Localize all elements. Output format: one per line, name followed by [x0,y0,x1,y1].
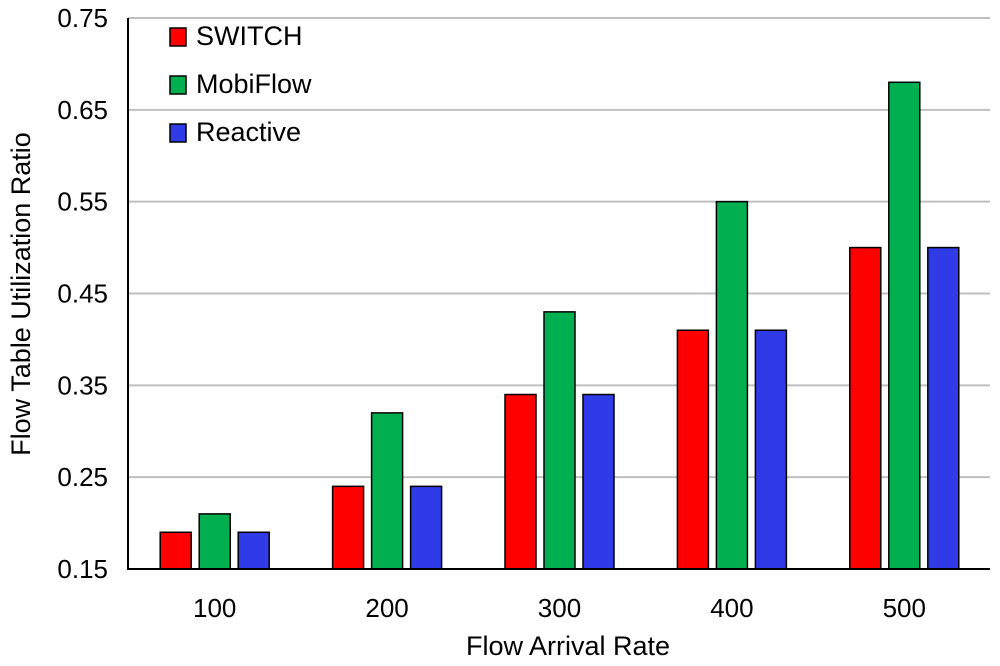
bar-switch-300 [504,393,537,570]
legend-label-switch: SWITCH [196,21,302,51]
legend-swatch-mobiflow [169,75,187,95]
bar-reactive-500 [927,246,960,570]
bar-reactive-100 [237,531,270,570]
legend: SWITCH MobiFlow Reactive [169,21,312,147]
x-tick-label: 400 [710,593,753,623]
x-tick-label: 200 [365,593,408,623]
axes [127,18,990,570]
bar-reactive-300 [582,393,615,570]
y-tick-label: 0.25 [57,462,108,492]
x-axis-title: Flow Arrival Rate [466,631,670,661]
x-tick-label: 100 [193,593,236,623]
bar-mobiflow-200 [370,412,404,570]
bar-switch-400 [676,329,710,570]
y-tick-label: 0.65 [57,95,108,125]
bar-reactive-400 [754,329,788,570]
x-tick-labels: 100 200 300 400 500 [193,593,926,623]
y-tick-labels: 0.15 0.25 0.35 0.45 0.55 0.65 0.75 [57,3,108,584]
bar-mobiflow-300 [543,311,576,570]
y-tick-label: 0.45 [57,279,108,309]
bars [159,81,960,570]
x-tick-label: 500 [883,593,926,623]
legend-label-mobiflow: MobiFlow [196,69,312,99]
y-tick-label: 0.55 [57,187,108,217]
y-tick-label: 0.15 [57,554,108,584]
bar-switch-200 [331,485,365,570]
bar-reactive-200 [409,485,443,570]
bar-mobiflow-500 [888,81,921,570]
bar-switch-500 [849,246,882,570]
gridlines [128,17,990,479]
y-axis-title: Flow Table Utilization Ratio [6,132,36,456]
x-tick-label: 300 [538,593,581,623]
bar-mobiflow-100 [198,513,231,570]
bar-switch-100 [159,531,192,570]
bar-mobiflow-400 [715,200,749,570]
y-tick-label: 0.35 [57,370,108,400]
legend-swatch-switch [169,27,187,47]
y-tick-label: 0.75 [57,3,108,33]
legend-label-reactive: Reactive [196,117,301,147]
legend-swatch-reactive [169,123,187,143]
